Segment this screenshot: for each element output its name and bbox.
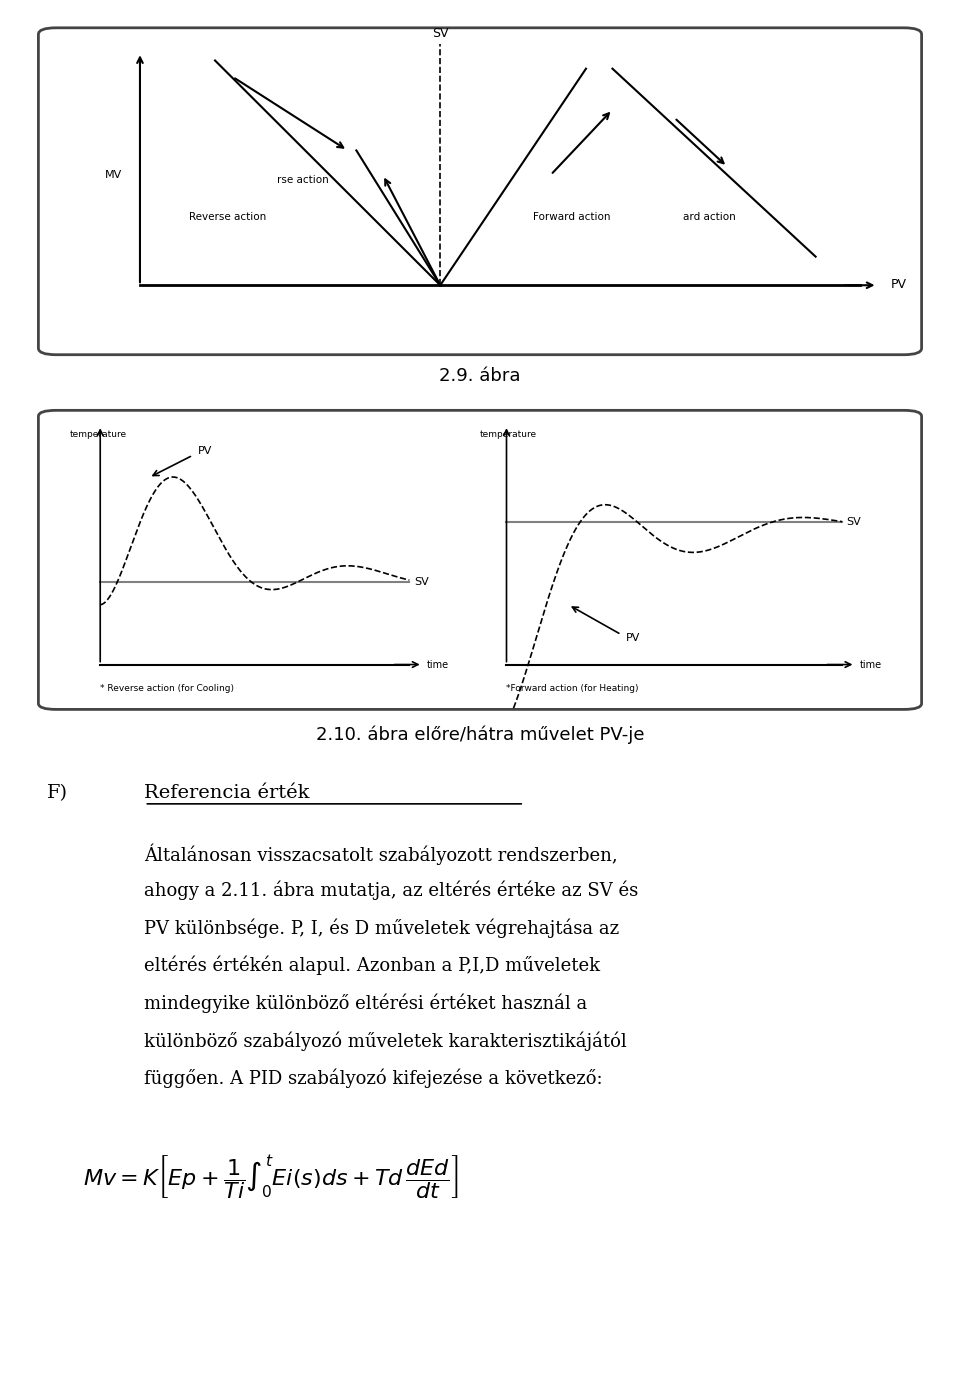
Text: *Forward action (for Heating): *Forward action (for Heating) [507, 684, 639, 693]
Text: SV: SV [847, 517, 861, 527]
Text: Általánosan visszacsatolt szabályozott rendszerben,: Általánosan visszacsatolt szabályozott r… [144, 843, 618, 865]
Text: * Reverse action (for Cooling): * Reverse action (for Cooling) [100, 684, 234, 693]
Text: time: time [427, 661, 449, 670]
Text: F): F) [47, 783, 68, 801]
Text: 2.9. ábra: 2.9. ábra [440, 367, 520, 384]
Text: PV: PV [626, 633, 640, 643]
Text: Reverse action: Reverse action [188, 211, 266, 223]
Text: mindegyike különböző eltérési értéket használ a: mindegyike különböző eltérési értéket ha… [144, 993, 588, 1013]
Text: temperature: temperature [480, 430, 538, 438]
Text: PV különbsége. P, I, és D műveletek végrehajtása az: PV különbsége. P, I, és D műveletek végr… [144, 918, 619, 938]
Text: rse action: rse action [276, 175, 328, 185]
Text: SV: SV [432, 26, 448, 40]
Text: különböző szabályozó műveletek karakterisztikájától: különböző szabályozó műveletek karakteri… [144, 1031, 627, 1050]
Text: eltérés értékén alapul. Azonban a P,I,D műveletek: eltérés értékén alapul. Azonban a P,I,D … [144, 956, 601, 975]
Text: Referencia érték: Referencia érték [144, 783, 310, 801]
Text: 2.10. ábra előre/hátra művelet PV-je: 2.10. ábra előre/hátra művelet PV-je [316, 726, 644, 744]
Text: SV: SV [414, 577, 428, 587]
Text: Forward action: Forward action [533, 211, 611, 223]
Text: time: time [860, 661, 882, 670]
Text: $Mv = K\left[Ep + \dfrac{1}{Ti}\int_{0}^{t} Ei(s)ds + Td\,\dfrac{dEd}{dt}\right]: $Mv = K\left[Ep + \dfrac{1}{Ti}\int_{0}^… [83, 1153, 458, 1202]
Text: PV: PV [198, 445, 212, 456]
FancyBboxPatch shape [38, 410, 922, 709]
Text: PV: PV [891, 278, 906, 291]
Text: MV: MV [105, 170, 122, 179]
Text: függően. A PID szabályozó kifejezése a következő:: függően. A PID szabályozó kifejezése a k… [144, 1068, 603, 1088]
Text: ahogy a 2.11. ábra mutatja, az eltérés értéke az SV és: ahogy a 2.11. ábra mutatja, az eltérés é… [144, 881, 638, 900]
FancyBboxPatch shape [38, 28, 922, 355]
Text: temperature: temperature [69, 430, 127, 438]
Text: ard action: ard action [684, 211, 736, 223]
